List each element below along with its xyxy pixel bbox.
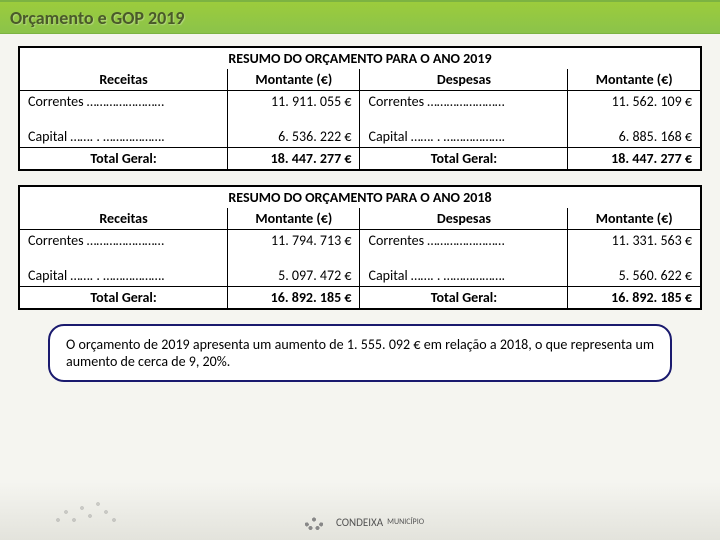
col-despesas: Despesas [360, 208, 568, 230]
note-box: O orçamento de 2019 apresenta um aumento… [48, 324, 672, 382]
correntes-r-label: Correntes …………………… [19, 230, 228, 252]
correntes-d-val: 11. 562. 109 € [568, 91, 701, 113]
correntes-r-label: Correntes …………………… [19, 91, 228, 113]
total-r-label: Total Geral: [19, 287, 228, 310]
page-title: Orçamento e GOP 2019 [10, 7, 185, 29]
correntes-d-val: 11. 331. 563 € [568, 230, 701, 252]
footer: CONDEIXA MUNICÍPIO [0, 482, 720, 540]
col-montante: Montante (€) [228, 69, 360, 91]
row-total: Total Geral: 16. 892. 185 € Total Geral:… [19, 287, 701, 310]
total-r-label: Total Geral: [19, 148, 228, 171]
spacer-row [19, 251, 701, 265]
table-title-row: RESUMO DO ORÇAMENTO PARA O ANO 2019 [19, 47, 701, 69]
table-header-row: Receitas Montante (€) Despesas Montante … [19, 208, 701, 230]
total-d-label: Total Geral: [360, 148, 568, 171]
total-d-val: 18. 447. 277 € [568, 148, 701, 171]
correntes-r-val: 11. 794. 713 € [228, 230, 360, 252]
table-title-row: RESUMO DO ORÇAMENTO PARA O ANO 2018 [19, 186, 701, 208]
col-montante2: Montante (€) [568, 208, 701, 230]
row-correntes: Correntes …………………… 11. 911. 055 € Corren… [19, 91, 701, 113]
col-montante: Montante (€) [228, 208, 360, 230]
capital-d-val: 5. 560. 622 € [568, 265, 701, 287]
total-r-val: 18. 447. 277 € [228, 148, 360, 171]
capital-r-val: 5. 097. 472 € [228, 265, 360, 287]
col-montante2: Montante (€) [568, 69, 701, 91]
correntes-r-val: 11. 911. 055 € [228, 91, 360, 113]
budget-table-2018: RESUMO DO ORÇAMENTO PARA O ANO 2018 Rece… [18, 185, 702, 310]
capital-d-val: 6. 885. 168 € [568, 126, 701, 148]
note-text: O orçamento de 2019 apresenta um aumento… [66, 336, 654, 370]
correntes-d-label: Correntes …………………… [360, 230, 568, 252]
col-receitas: Receitas [19, 208, 228, 230]
row-capital: Capital ……. . ………………. 5. 097. 472 € Capi… [19, 265, 701, 287]
logo-text: CONDEIXA [336, 516, 383, 529]
logo-sub: MUNICÍPIO [387, 517, 424, 527]
total-r-val: 16. 892. 185 € [228, 287, 360, 310]
table-title: RESUMO DO ORÇAMENTO PARA O ANO 2019 [19, 47, 701, 69]
row-capital: Capital ……. . ………………. 6. 536. 222 € Capi… [19, 126, 701, 148]
spacer-row [19, 112, 701, 126]
correntes-d-label: Correntes …………………… [360, 91, 568, 113]
capital-d-label: Capital ……. . ………………. [360, 265, 568, 287]
table-title: RESUMO DO ORÇAMENTO PARA O ANO 2018 [19, 186, 701, 208]
table-header-row: Receitas Montante (€) Despesas Montante … [19, 69, 701, 91]
capital-r-label: Capital ……. . ………………. [19, 265, 228, 287]
row-total: Total Geral: 18. 447. 277 € Total Geral:… [19, 148, 701, 171]
col-receitas: Receitas [19, 69, 228, 91]
decorative-dots [50, 488, 130, 528]
content-area: RESUMO DO ORÇAMENTO PARA O ANO 2019 Rece… [0, 34, 720, 382]
logo-icon [296, 510, 332, 534]
capital-r-val: 6. 536. 222 € [228, 126, 360, 148]
logo: CONDEIXA MUNICÍPIO [296, 510, 424, 534]
total-d-val: 16. 892. 185 € [568, 287, 701, 310]
col-despesas: Despesas [360, 69, 568, 91]
budget-table-2019: RESUMO DO ORÇAMENTO PARA O ANO 2019 Rece… [18, 46, 702, 171]
capital-r-label: Capital ……. . ………………. [19, 126, 228, 148]
header-bar: Orçamento e GOP 2019 [0, 0, 720, 34]
capital-d-label: Capital ……. . ………………. [360, 126, 568, 148]
row-correntes: Correntes …………………… 11. 794. 713 € Corren… [19, 230, 701, 252]
total-d-label: Total Geral: [360, 287, 568, 310]
